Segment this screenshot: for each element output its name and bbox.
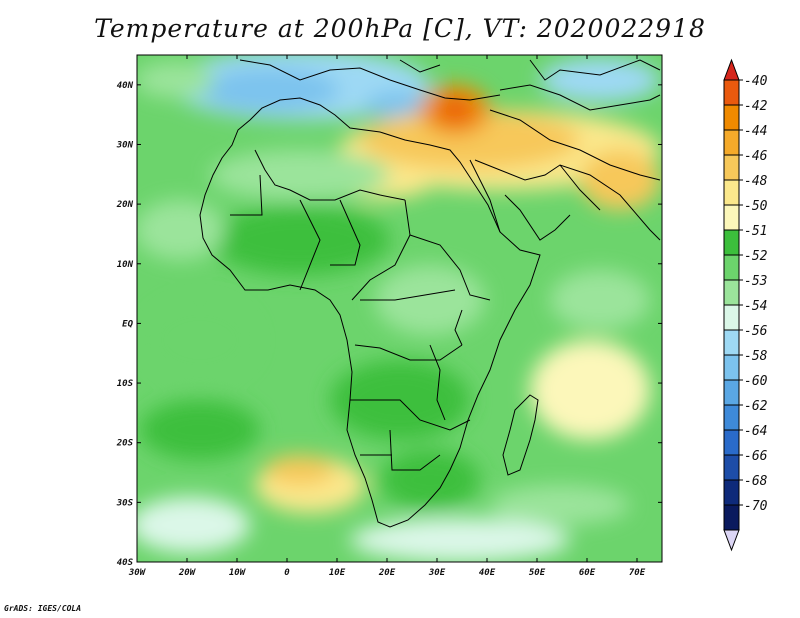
lon-tick-label: 50E <box>529 568 546 578</box>
colorbar-swatch <box>723 504 740 531</box>
lat-axis: 40N 30N 20N 10N EQ 10S 20S 30S 40S <box>116 81 662 568</box>
lon-tick-label: 20E <box>378 568 396 578</box>
lon-tick-label: 70E <box>629 568 646 578</box>
lat-tick-label: 10N <box>117 260 134 270</box>
lon-axis: 30W 20W 10W 0 10E 20E 30E 40E 50E 60E 70E <box>128 55 646 578</box>
colorbar-label: -62 <box>744 399 768 414</box>
colorbar-swatch <box>723 479 740 506</box>
lon-tick-label: 20W <box>178 568 197 578</box>
lon-tick-label: 10W <box>229 568 247 578</box>
colorbar: -40 -42 -44 -46 -48 -50 -51 -52 -53 -54 -56 -58 -60 -… <box>723 58 768 552</box>
colorbar-swatch <box>723 354 740 381</box>
colorbar-swatch <box>723 104 740 131</box>
colorbar-swatch <box>723 454 740 481</box>
colorbar-swatch <box>723 179 740 206</box>
lon-tick-label: 0 <box>284 568 290 578</box>
colorbar-label: -44 <box>744 124 767 139</box>
colorbar-swatch <box>723 229 740 256</box>
lat-tick-label: 10S <box>117 379 134 389</box>
colorbar-label: -64 <box>744 424 767 439</box>
colorbar-label: -66 <box>744 449 768 464</box>
colorbar-swatch <box>723 429 740 456</box>
grads-credit: GrADS: IGES/COLA <box>4 604 82 613</box>
colorbar-label: -40 <box>744 74 768 89</box>
plot-frame <box>136 54 663 563</box>
colorbar-label: -60 <box>744 374 768 389</box>
colorbar-label: -50 <box>744 199 768 214</box>
colorbar-swatch <box>723 329 740 356</box>
colorbar-swatch <box>723 304 740 331</box>
colorbar-swatch <box>723 204 740 231</box>
lat-tick-label: 40N <box>117 81 134 91</box>
colorbar-swatch <box>723 404 740 431</box>
lat-tick-label: EQ <box>122 319 133 329</box>
colorbar-label: -42 <box>744 99 768 114</box>
lat-tick-label: 30N <box>116 140 134 150</box>
colorbar-under-triangle <box>723 529 740 552</box>
lon-tick-label: 30E <box>428 568 446 578</box>
coastlines <box>199 59 661 528</box>
lon-tick-label: 60E <box>579 568 596 578</box>
colorbar-swatch <box>723 129 740 156</box>
colorbar-label: -52 <box>744 249 768 264</box>
lat-tick-label: 30S <box>116 498 134 508</box>
colorbar-swatch <box>723 379 740 406</box>
lat-tick-label: 40S <box>117 558 134 568</box>
colorbar-label: -53 <box>744 274 767 289</box>
colorbar-label: -70 <box>744 499 768 514</box>
colorbar-over-triangle <box>723 58 740 81</box>
colorbar-label: -68 <box>744 474 768 489</box>
colorbar-label: -58 <box>744 349 768 364</box>
colorbar-swatch <box>723 79 740 106</box>
colorbar-label: -48 <box>744 174 768 189</box>
colorbar-swatch <box>723 154 740 181</box>
colorbar-label: -56 <box>744 324 768 339</box>
lat-tick-label: 20N <box>116 200 134 210</box>
lon-tick-label: 40E <box>479 568 496 578</box>
colorbar-label: -46 <box>744 149 768 164</box>
colorbar-label: -51 <box>744 224 767 239</box>
colorbar-swatch <box>723 279 740 306</box>
colorbar-swatch <box>723 254 740 281</box>
page-title: Temperature at 200hPa [C], VT: 202002291… <box>94 14 706 43</box>
lat-tick-label: 20S <box>116 439 134 449</box>
lon-tick-label: 30W <box>128 568 147 578</box>
lon-tick-label: 10E <box>329 568 346 578</box>
colorbar-label: -54 <box>744 299 767 314</box>
temperature-field <box>137 55 662 562</box>
